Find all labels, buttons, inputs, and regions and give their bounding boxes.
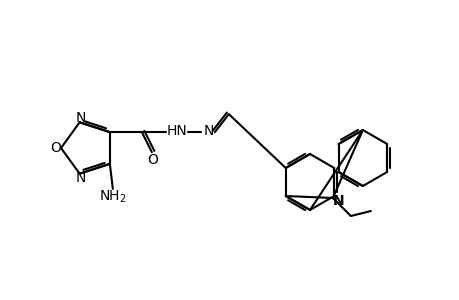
- Text: N: N: [75, 171, 86, 185]
- Text: N: N: [203, 124, 213, 138]
- Text: N: N: [75, 111, 86, 125]
- Text: N: N: [332, 194, 344, 208]
- Text: O: O: [50, 141, 62, 155]
- Text: HN: HN: [166, 124, 187, 138]
- Text: NH$_2$: NH$_2$: [99, 189, 126, 205]
- Text: O: O: [147, 153, 158, 167]
